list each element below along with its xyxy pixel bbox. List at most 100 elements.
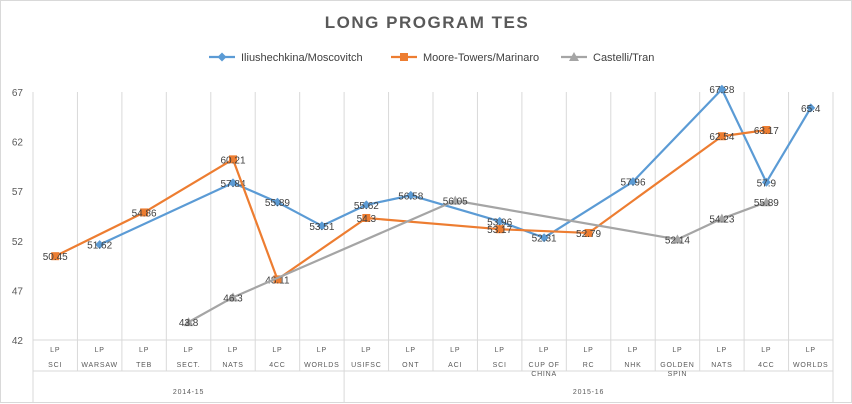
data-point-square xyxy=(229,155,237,164)
data-point-diamond xyxy=(539,233,549,243)
data-point-square xyxy=(51,252,60,261)
x-tick-label: NHK xyxy=(624,362,641,369)
series-0: 51.62 57.84 55.89 53.51 55.62 56.58 53.96 52.31… xyxy=(87,84,821,252)
series-1: 50.45 54.86 60.21 48.11 54.3 53.17 52.79 62.54 6… xyxy=(43,125,779,286)
y-tick-label: 57 xyxy=(12,187,24,198)
data-label: 56.58 xyxy=(398,191,423,202)
data-point-square xyxy=(273,275,282,284)
data-point-diamond xyxy=(361,200,371,210)
x-tick-label: LP xyxy=(228,347,238,354)
x-tick-label: WARSAW xyxy=(81,362,118,369)
data-point-diamond xyxy=(272,197,282,207)
series-line xyxy=(99,88,812,246)
data-point-square xyxy=(584,228,593,237)
chart-title: LONG PROGRAM TES xyxy=(325,13,529,32)
data-label: 60.21 xyxy=(220,155,245,166)
x-tick-label: 4CC xyxy=(269,362,285,369)
x-tick-label: 4CC xyxy=(758,362,774,369)
data-point-diamond xyxy=(317,221,327,231)
series-line xyxy=(188,199,767,324)
x-tick-label: LP xyxy=(361,347,371,354)
legend-marker xyxy=(400,53,408,61)
x-tick-label: LP xyxy=(761,347,771,354)
x-tick-label: SPIN xyxy=(668,371,688,378)
x-tick-label: LP xyxy=(583,347,593,354)
data-point-diamond xyxy=(806,103,816,113)
data-point-diamond xyxy=(495,216,505,226)
data-label: 67.28 xyxy=(709,85,734,96)
y-tick-label: 67 xyxy=(12,88,24,99)
data-label: 53.17 xyxy=(487,225,512,236)
legend-label: Castelli/Tran xyxy=(593,52,654,64)
x-tick-label: LP xyxy=(450,347,460,354)
data-label: 46.3 xyxy=(223,293,243,304)
legend-marker xyxy=(217,52,227,62)
series-layer: 51.62 57.84 55.89 53.51 55.62 56.58 53.96 52.31… xyxy=(43,84,821,329)
x-tick-label: WORLDS xyxy=(793,362,829,369)
x-tick-label: LP xyxy=(717,347,727,354)
x-tick-label: CHINA xyxy=(531,371,557,378)
x-tick-label: LP xyxy=(95,347,105,354)
data-point-diamond xyxy=(761,177,771,187)
x-tick-label: SCI xyxy=(48,362,62,369)
x-tick-label: LP xyxy=(406,347,416,354)
data-point-square xyxy=(362,213,371,222)
x-tick-label: SECT. xyxy=(177,362,201,369)
x-tick-label: LP xyxy=(183,347,193,354)
data-label: 65.4 xyxy=(801,104,821,115)
data-point-diamond xyxy=(95,240,105,250)
legend-marker xyxy=(569,52,579,61)
x-tick-label: LP xyxy=(495,347,505,354)
data-label: 57.9 xyxy=(757,178,777,189)
x-tick-label: LP xyxy=(539,347,549,354)
y-tick-label: 42 xyxy=(12,336,24,347)
data-label: 54.23 xyxy=(709,215,734,226)
x-tick-label: LP xyxy=(672,347,682,354)
data-point-triangle xyxy=(716,213,727,223)
data-point-triangle xyxy=(183,317,194,327)
y-axis: 42 47 52 57 62 67 xyxy=(12,88,24,347)
data-point-square xyxy=(717,132,726,141)
data-label: 55.89 xyxy=(265,198,290,209)
legend-label: Moore-Towers/Marinaro xyxy=(423,52,539,64)
y-tick-label: 62 xyxy=(12,138,24,149)
data-label: 55.89 xyxy=(754,198,779,209)
data-label: 53.51 xyxy=(309,222,334,233)
x-tick-label: ACI xyxy=(448,362,462,369)
data-point-triangle xyxy=(228,292,238,302)
x-group-label: 2014-15 xyxy=(173,389,204,396)
data-point-diamond xyxy=(406,190,416,200)
data-label: 54.3 xyxy=(357,214,377,225)
x-tick-label: USIFSC xyxy=(351,362,381,369)
data-point-triangle xyxy=(761,197,772,207)
legend-item: Castelli/Tran xyxy=(561,52,654,64)
data-label: 52.31 xyxy=(532,234,557,245)
data-label: 57.96 xyxy=(620,178,645,189)
data-label: 54.86 xyxy=(132,208,157,219)
legend-item: Iliushechkina/Moscovitch xyxy=(209,52,363,64)
legend: Iliushechkina/Moscovitch Moore-Towers/Mar… xyxy=(209,52,654,64)
data-label: 43.8 xyxy=(179,318,199,329)
data-label: 50.45 xyxy=(43,252,68,263)
x-tick-label: LP xyxy=(806,347,816,354)
data-label: 56.05 xyxy=(443,197,468,208)
data-label: 62.54 xyxy=(709,132,734,143)
data-point-triangle xyxy=(672,234,683,244)
x-tick-label: LP xyxy=(50,347,60,354)
x-tick-label: RC xyxy=(583,362,595,369)
x-tick-label: NATS xyxy=(711,362,732,369)
data-label: 52.79 xyxy=(576,229,601,240)
x-tick-label: CUP OF xyxy=(529,362,560,369)
y-tick-label: 52 xyxy=(12,237,24,248)
data-label: 53.96 xyxy=(487,217,512,228)
data-label: 55.62 xyxy=(354,201,379,212)
data-point-square xyxy=(762,125,771,134)
data-label: 57.84 xyxy=(220,179,245,190)
grid-lines xyxy=(32,92,834,371)
x-tick-label: NATS xyxy=(222,362,243,369)
data-point-triangle xyxy=(450,195,461,205)
data-point-diamond xyxy=(628,177,638,187)
x-axis: LP SCI LP WARSAW LP TEB LP SECT. LP NATS LP 4CC LP WO… xyxy=(32,339,834,402)
